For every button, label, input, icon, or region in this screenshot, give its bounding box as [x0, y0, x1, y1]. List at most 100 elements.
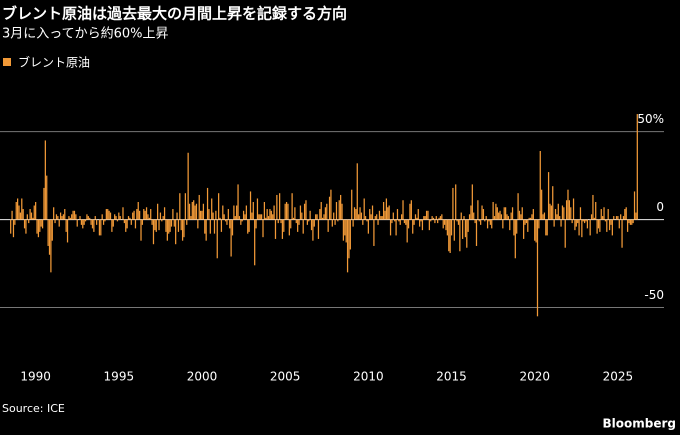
bar [435, 216, 437, 220]
bar [316, 214, 318, 220]
bar [398, 219, 400, 222]
x-tick-label: 2025 [603, 370, 634, 384]
bar [108, 210, 110, 220]
bar [195, 203, 198, 220]
bar [144, 210, 146, 220]
bar [371, 205, 374, 220]
bar [238, 216, 241, 220]
bar [561, 205, 564, 220]
bar [382, 202, 385, 220]
bar [399, 219, 401, 225]
bar [529, 217, 532, 220]
bar [452, 187, 454, 220]
bar [552, 186, 554, 220]
bar [276, 194, 278, 220]
chart-subtitle: 3月に入ってから約60%上昇 [2, 27, 169, 42]
bar [631, 219, 633, 225]
bar [571, 219, 573, 224]
bar [298, 219, 300, 225]
bar [40, 219, 42, 227]
bar [279, 193, 281, 220]
bar [577, 219, 579, 224]
bar [567, 189, 569, 220]
bar [58, 219, 60, 227]
y-tick-label: 50% [637, 112, 664, 126]
bar [107, 209, 109, 220]
bar [18, 205, 20, 220]
bar [376, 214, 378, 220]
bar [338, 200, 340, 220]
bar [485, 216, 487, 220]
bar [621, 219, 623, 248]
bar [446, 219, 449, 236]
y-tick-label: -50 [644, 288, 664, 302]
bar [17, 198, 19, 220]
bar [421, 219, 424, 231]
bar [553, 219, 555, 227]
bar [434, 219, 436, 224]
bar [21, 198, 23, 220]
bar [396, 209, 399, 220]
bar [570, 207, 572, 220]
bar [395, 219, 397, 236]
bar [330, 189, 332, 220]
bar [495, 203, 497, 220]
bar [364, 216, 367, 220]
bar [511, 207, 514, 220]
bar [346, 219, 349, 273]
chart-title: ブレント原油は過去最大の月間上昇を記録する方向 [2, 5, 347, 23]
bar [547, 172, 550, 220]
bar [409, 203, 411, 220]
bar [212, 212, 214, 220]
bar [629, 219, 631, 225]
bar [68, 216, 70, 220]
bar [59, 212, 62, 220]
bar [226, 219, 228, 225]
bar [437, 219, 439, 224]
bar [353, 207, 356, 220]
bar [377, 219, 379, 225]
bar [366, 219, 368, 222]
bar [94, 216, 96, 220]
bar [628, 219, 630, 224]
bar [575, 219, 577, 227]
bar [635, 212, 637, 220]
bar [259, 214, 261, 220]
bar [315, 214, 317, 220]
bar [535, 219, 537, 243]
bar [459, 219, 461, 252]
bar [284, 203, 286, 220]
bar [581, 219, 583, 238]
bar [327, 219, 329, 232]
bar [194, 205, 196, 220]
bar [50, 219, 52, 273]
bar [352, 219, 354, 227]
bar [30, 212, 33, 220]
bar [116, 219, 119, 222]
bar [283, 219, 285, 232]
bar [509, 219, 511, 231]
bar [340, 194, 342, 220]
bar [486, 219, 489, 229]
bar [187, 152, 189, 220]
bar [394, 219, 396, 222]
bar [123, 219, 125, 224]
bar [14, 219, 16, 225]
legend-label: ブレント原油 [18, 55, 90, 70]
bar [22, 209, 24, 220]
bar [572, 198, 575, 220]
bar [492, 202, 494, 220]
bar [132, 212, 134, 220]
bar [29, 209, 31, 220]
bar [430, 219, 432, 222]
bar [255, 219, 257, 229]
bar [367, 219, 369, 234]
bar [460, 212, 462, 220]
bar [321, 217, 324, 220]
bar [204, 219, 206, 234]
bar [387, 207, 389, 220]
bar [513, 219, 515, 236]
bar [224, 219, 227, 222]
bar [423, 216, 425, 220]
